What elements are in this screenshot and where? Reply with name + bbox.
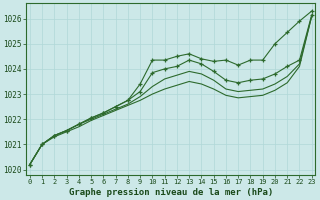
X-axis label: Graphe pression niveau de la mer (hPa): Graphe pression niveau de la mer (hPa): [69, 188, 273, 197]
